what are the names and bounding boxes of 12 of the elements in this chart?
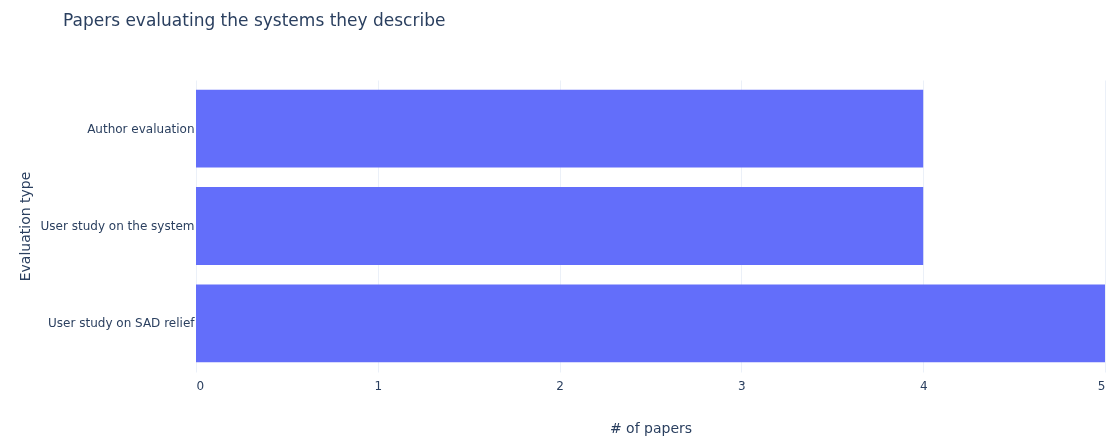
y-axis-title: Evaluation type: [16, 171, 33, 282]
x-tick-label: 2: [556, 378, 564, 393]
chart-title: Papers evaluating the systems they describe: [63, 10, 446, 30]
y-tick-label: User study on the system: [40, 219, 195, 233]
x-tick-label: 0: [196, 378, 205, 393]
x-tick-label: 4: [919, 378, 928, 393]
y-tick-label: Author evaluation: [87, 121, 195, 136]
x-tick-label: 1: [374, 378, 383, 393]
y-tick-label: User study on SAD relief: [48, 316, 196, 331]
x-axis-title: # of papers: [609, 419, 693, 436]
x-tick-label: 3: [738, 378, 746, 393]
x-tick-label: 5: [1097, 378, 1106, 393]
